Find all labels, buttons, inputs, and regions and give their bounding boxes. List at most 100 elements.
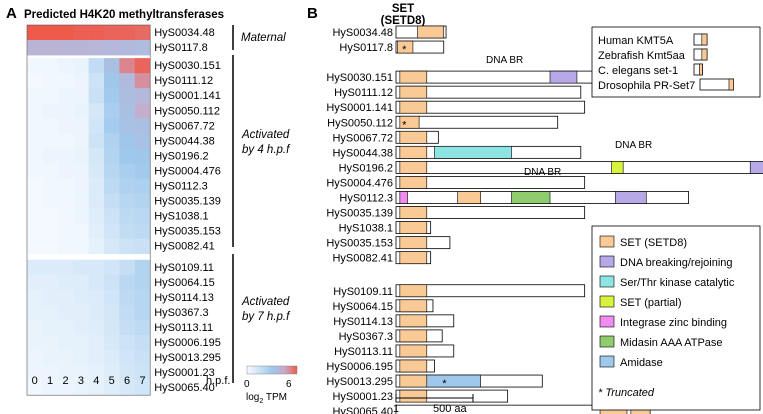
heatmap-cell [104, 103, 120, 119]
heatmap-cell [42, 163, 59, 179]
group-maternal: Maternal [241, 32, 286, 44]
heatmap-cell [134, 40, 151, 56]
architecture-gene-label: HyS0113.11 [334, 346, 393, 358]
heatmap-cell [73, 73, 89, 89]
legend-swatch [599, 295, 615, 308]
heatmap-cell [134, 274, 151, 291]
colorbar-min: 0 [244, 379, 250, 390]
heatmap-cell [27, 58, 43, 74]
heatmap-cell [42, 40, 59, 56]
heatmap-cell [42, 259, 59, 276]
architecture-gene-label: HyS0044.38 [332, 147, 393, 159]
heatmap-cell [104, 163, 120, 179]
domain-block [457, 191, 482, 204]
architecture-gene-label: HyS0082.41 [332, 253, 393, 265]
heatmap-cell [73, 193, 89, 209]
colorbar-label: log2 TPM [246, 392, 287, 405]
architecture-gene-label: HyS0013.295 [326, 376, 393, 388]
heatmap-cell [57, 238, 74, 255]
heatmap-gene-label: HyS0111.12 [154, 75, 213, 87]
heatmap-cell [73, 148, 89, 164]
reference-set-domain [728, 78, 734, 91]
heatmap-cell [88, 259, 105, 276]
heatmap-cell [119, 335, 136, 351]
heatmap-cell [104, 133, 120, 149]
heatmap-cell [88, 223, 105, 239]
reference-gene-label: C. elegans set-1 [598, 65, 678, 77]
heatmap-cell [57, 148, 74, 164]
reference-set-domain [699, 63, 703, 76]
heatmap-cell [104, 304, 120, 321]
heatmap-cell [42, 380, 59, 396]
heatmap-border [26, 24, 151, 396]
protein-bar [395, 206, 586, 219]
set-header-line1: SET [392, 3, 414, 15]
domain-block [399, 374, 428, 388]
heatmap-cell [104, 58, 120, 74]
heatmap-cell [119, 58, 136, 74]
heatmap-cell [119, 40, 136, 56]
heatmap-cell [27, 289, 43, 306]
heatmap-cell [119, 350, 136, 366]
heatmap-cell [73, 163, 89, 179]
heatmap-cell [119, 365, 136, 381]
heatmap-gene-label: HyS0044.38 [154, 135, 215, 147]
heatmap-x-tick: 1 [47, 375, 53, 387]
heatmap-cell [134, 58, 151, 74]
domain-block [399, 206, 428, 219]
heatmap-cell [27, 335, 43, 351]
domain-block [399, 221, 428, 234]
heatmap-cell [119, 103, 136, 119]
heatmap-cell [88, 103, 105, 119]
heatmap-cell [88, 238, 105, 255]
heatmap-cell [57, 223, 74, 239]
architecture-gene-label: HyS0067.72 [332, 132, 393, 144]
architecture-gene-label: HyS0064.15 [332, 301, 393, 313]
legend-swatch [599, 255, 615, 268]
heatmap-cell [119, 259, 136, 276]
heatmap-cell [27, 223, 43, 239]
heatmap-cell [73, 259, 89, 276]
domain-legend: SET (SETD8) DNA breaking/rejoining Ser/Thr… [599, 235, 735, 369]
heatmap-gene-labels: HyS0034.48 HyS0117.8 HyS0030.151 HyS0111.12… [154, 27, 221, 394]
dna-br-label-3: DNA BR [524, 167, 561, 178]
heatmap-cell [119, 208, 136, 224]
heatmap-cell [42, 58, 59, 74]
legend-label: Amidase [620, 357, 663, 369]
heatmap-cell [134, 319, 151, 336]
heatmap-cell [57, 319, 74, 336]
heatmap-cell [104, 238, 120, 255]
heatmap-cell [27, 319, 43, 336]
heatmap-cell [134, 335, 151, 351]
heatmap-cell [104, 73, 120, 89]
heatmap-cell [134, 73, 151, 89]
heatmap-cell [42, 350, 59, 366]
heatmap-cell [42, 319, 59, 336]
domain-block [549, 70, 578, 84]
heatmap-cell [104, 365, 120, 381]
heatmap-cell [42, 289, 59, 306]
legend-label: SET (partial) [620, 297, 682, 309]
heatmap-cell [134, 350, 151, 366]
heatmap-gene-label: HyS0034.48 [154, 27, 215, 39]
domain-block [399, 389, 428, 403]
legend-label: Integrase zinc binding [620, 317, 727, 329]
dna-br-label-1: DNA BR [486, 55, 523, 66]
domain-block [399, 344, 428, 358]
heatmap-cell [104, 223, 120, 239]
reference-gene-label: Zebrafish Kmt5aa [598, 50, 686, 62]
heatmap-cell [57, 274, 74, 291]
truncated-marker: * [442, 378, 447, 390]
heatmap-cell [73, 118, 89, 134]
architecture-gene-label: HyS0367.3 [339, 331, 393, 343]
heatmap-cell [73, 58, 89, 74]
heatmap-cell [88, 163, 105, 179]
heatmap-gene-label: HyS0065.40 [154, 382, 215, 394]
heatmap-cell [88, 178, 105, 194]
heatmap-cell [88, 40, 105, 56]
architecture-gene-label: HyS0050.112 [327, 117, 393, 129]
domain-block [434, 146, 512, 159]
truncated-marker: * [402, 119, 407, 131]
heatmap-x-tick: 0 [32, 375, 38, 387]
